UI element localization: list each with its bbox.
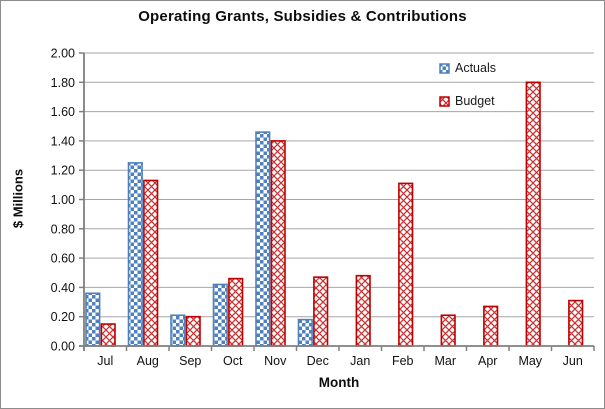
x-tick-label: May — [518, 354, 542, 368]
x-tick-label: Oct — [223, 354, 243, 368]
legend-label-budget: Budget — [455, 94, 495, 108]
bar-budget-apr — [483, 305, 499, 347]
legend-item-budget: Budget — [439, 94, 496, 108]
x-tick-label: Jun — [563, 354, 583, 368]
y-tick-label: 0.40 — [51, 281, 75, 295]
x-tick-label: Aug — [137, 354, 159, 368]
y-tick-label: 2.00 — [51, 47, 75, 61]
bar-budget-may — [525, 81, 541, 347]
bar-budget-jul — [100, 323, 116, 347]
x-tick-label: Dec — [307, 354, 329, 368]
x-tick-label: Jan — [350, 354, 370, 368]
bar-budget-dec — [313, 276, 329, 347]
legend-item-actuals: Actuals — [439, 61, 496, 75]
x-tick-label: Nov — [264, 354, 287, 368]
bar-budget-jun — [568, 299, 584, 347]
chart-title: Operating Grants, Subsidies & Contributi… — [138, 8, 467, 25]
bar-budget-mar — [440, 314, 456, 347]
actuals-swatch-icon — [439, 62, 450, 74]
y-tick-label: 1.40 — [51, 134, 75, 148]
y-tick-label: 0.20 — [51, 310, 75, 324]
x-tick-label: Sep — [179, 354, 201, 368]
y-tick-label: 0.00 — [51, 340, 75, 354]
bar-budget-aug — [143, 179, 159, 347]
bar-actuals-aug — [127, 162, 143, 347]
y-tick-label: 1.20 — [51, 164, 75, 178]
bar-budget-sep — [185, 315, 201, 347]
bars — [85, 81, 584, 347]
bar-budget-jan — [355, 274, 371, 347]
y-tick-label: 1.60 — [51, 105, 75, 119]
x-tick-label: Mar — [434, 354, 456, 368]
x-tick-label: Jul — [97, 354, 113, 368]
bar-actuals-jul — [85, 292, 101, 347]
axis-tick-labels: 0.00 0.20 0.40 0.60 0.80 1.00 1.20 1.40 1.60 1.80… — [51, 47, 583, 369]
y-tick-label: 1.80 — [51, 76, 75, 90]
x-axis-title: Month — [318, 375, 360, 390]
y-tick-label: 1.00 — [51, 193, 75, 207]
x-tick-label: Feb — [392, 354, 414, 368]
axes — [79, 52, 595, 351]
bar-actuals-oct — [212, 283, 228, 347]
bar-actuals-nov — [255, 131, 271, 347]
legend-label-actuals: Actuals — [455, 61, 496, 75]
bar-actuals-sep — [170, 314, 186, 347]
budget-swatch-icon — [439, 95, 450, 107]
bar-budget-oct — [228, 277, 244, 347]
bar-budget-feb — [398, 182, 414, 347]
bar-budget-nov — [270, 140, 286, 347]
y-tick-label: 0.80 — [51, 222, 75, 236]
y-tick-label: 0.60 — [51, 252, 75, 266]
x-tick-label: Apr — [478, 354, 497, 368]
gridlines — [84, 52, 594, 347]
bar-actuals-dec — [297, 318, 313, 347]
legend: Actuals Budget — [439, 61, 496, 127]
